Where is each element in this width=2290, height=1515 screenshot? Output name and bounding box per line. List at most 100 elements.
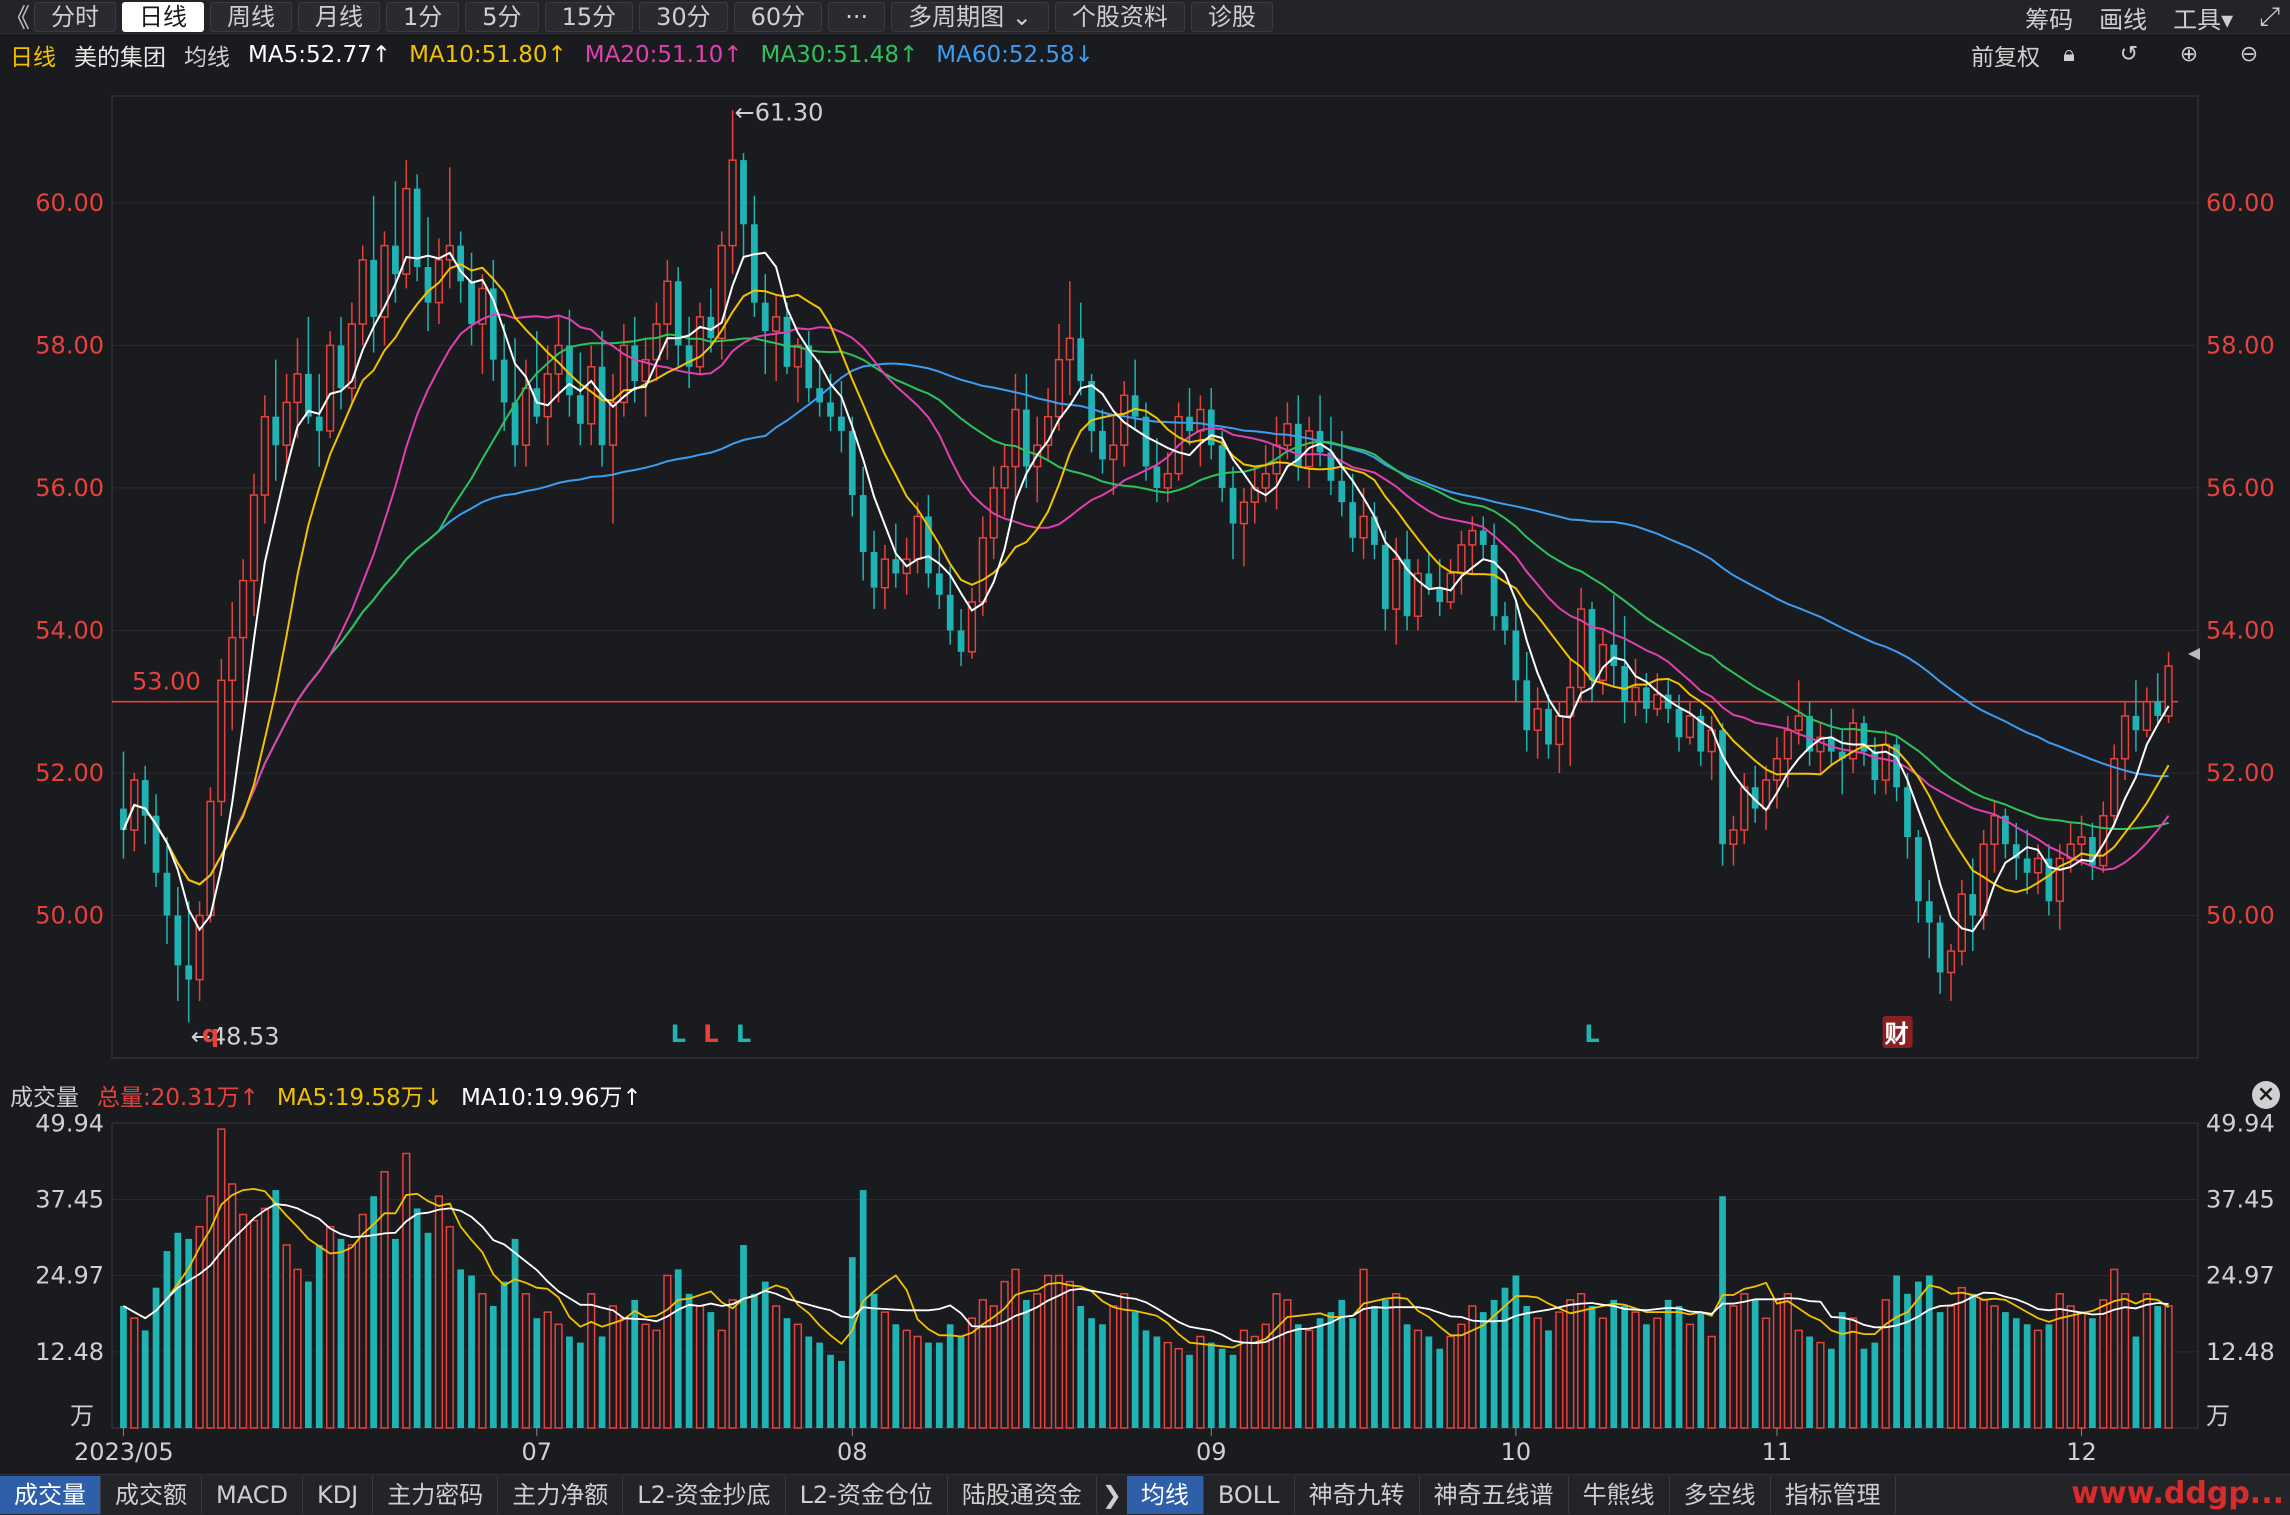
volume-bar-87 xyxy=(1065,1280,1074,1429)
overlay-tab-0[interactable]: 均线 xyxy=(1126,1476,1204,1514)
volume-bar-60 xyxy=(772,1305,781,1429)
close-indicator-icon[interactable]: × xyxy=(2252,1081,2280,1109)
volume-tick-right-1: 37.45 xyxy=(2206,1186,2275,1214)
volume-bar-34 xyxy=(489,1306,497,1428)
volume-bar-100 xyxy=(1207,1342,1215,1428)
overlay-tab-2[interactable]: 神奇九转 xyxy=(1295,1476,1420,1514)
volume-bar-157 xyxy=(1827,1348,1835,1428)
chip-distribution-button[interactable]: 筹码 xyxy=(2025,5,2074,34)
overlay-tab-5[interactable]: 多空线 xyxy=(1670,1476,1771,1514)
candle-body-157 xyxy=(1827,737,1835,752)
draw-line-button[interactable]: 画线 xyxy=(2099,5,2148,34)
adjust-button[interactable]: 前复权 xyxy=(1971,45,2040,71)
candle-body-17 xyxy=(304,373,312,417)
period-button-group: 分时 日线 周线 月线 1分 5分 15分 30分 60分 ··· 多周期图 ⌄ 个股资料 诊股 xyxy=(34,1,1279,32)
candle-body-116 xyxy=(1381,544,1389,610)
candle-body-24 xyxy=(380,244,389,318)
volume-bar-84 xyxy=(1033,1293,1042,1429)
zoom-in-icon[interactable]: ⊕ xyxy=(2179,42,2199,67)
candle-body-50 xyxy=(663,280,672,325)
volume-bar-80 xyxy=(989,1305,998,1429)
indicator-tab-2[interactable]: MACD xyxy=(202,1476,303,1514)
kline-chart[interactable]: 60.00 60.00 58.00 58.00 56.00 56.00 54.00 54.00… xyxy=(0,74,2290,1474)
period-button-2[interactable]: 周线 xyxy=(210,1,292,32)
lock-icon[interactable]: 🔒︎ xyxy=(2063,42,2075,67)
period-button-5[interactable]: 5分 xyxy=(465,1,539,32)
candle-body-114 xyxy=(1359,515,1368,539)
volume-bar-186 xyxy=(2142,1293,2151,1429)
indicator-tab-7[interactable]: L2-资金仓位 xyxy=(786,1476,948,1514)
period-button-0[interactable]: 分时 xyxy=(34,1,116,32)
period-button-4[interactable]: 1分 xyxy=(386,1,460,32)
candle-body-120 xyxy=(1425,573,1433,588)
tools-menu-button[interactable]: 工具▾ xyxy=(2173,5,2234,34)
candle-body-44 xyxy=(598,366,606,446)
signal-marker-1: L xyxy=(671,1020,686,1048)
volume-bar-83 xyxy=(1022,1299,1030,1428)
candle-body-33 xyxy=(478,287,487,325)
overlay-tab-4[interactable]: 牛熊线 xyxy=(1569,1476,1670,1514)
period-button-1[interactable]: 日线 xyxy=(122,1,204,32)
volume-bar-172 xyxy=(1990,1305,1999,1429)
period-button-10[interactable]: 多周期图 ⌄ xyxy=(891,1,1049,32)
candle-body-65 xyxy=(827,402,834,417)
ma-label[interactable]: 均线 xyxy=(184,45,230,71)
volume-bar-116 xyxy=(1381,1299,1389,1428)
volume-bar-139 xyxy=(1631,1311,1640,1429)
volume-bar-40 xyxy=(554,1323,563,1429)
candle-body-36 xyxy=(511,402,519,446)
candle-body-22 xyxy=(358,259,367,325)
volume-bar-16 xyxy=(293,1268,302,1429)
undo-icon[interactable]: ↺ xyxy=(2119,42,2139,67)
period-button-7[interactable]: 30分 xyxy=(639,1,728,32)
period-button-12[interactable]: 诊股 xyxy=(1190,1,1273,32)
volume-bar-69 xyxy=(870,1293,878,1428)
volume-bar-185 xyxy=(2132,1336,2140,1428)
zoom-out-icon[interactable]: ⊖ xyxy=(2239,42,2259,67)
volume-bar-143 xyxy=(1675,1306,1683,1428)
volume-bar-130 xyxy=(1533,1317,1542,1429)
indicator-tab-0[interactable]: 成交量 xyxy=(0,1476,101,1514)
volume-label[interactable]: 成交量 xyxy=(10,1085,79,1111)
period-button-8[interactable]: 60分 xyxy=(733,1,823,32)
overlay-tab-1[interactable]: BOLL xyxy=(1204,1476,1295,1514)
volume-bar-101 xyxy=(1218,1348,1226,1428)
volume-bar-73 xyxy=(913,1335,922,1429)
volume-ma10: MA10:19.96万↑ xyxy=(460,1085,642,1111)
indicator-tab-8[interactable]: 陆股通资金 xyxy=(948,1476,1097,1514)
volume-bar-45 xyxy=(608,1305,618,1429)
candle-body-115 xyxy=(1371,516,1378,545)
overlay-tab-3[interactable]: 神奇五线谱 xyxy=(1420,1476,1569,1514)
period-button-6[interactable]: 15分 xyxy=(544,1,634,32)
volume-bar-176 xyxy=(2033,1329,2043,1429)
volume-bar-22 xyxy=(358,1213,367,1429)
indicator-tab-1[interactable]: 成交额 xyxy=(101,1476,202,1514)
candle-body-61 xyxy=(783,316,791,367)
volume-bar-132 xyxy=(1555,1311,1564,1429)
volume-bar-156 xyxy=(1816,1341,1825,1429)
candle-body-143 xyxy=(1675,708,1683,738)
indicator-tab-6[interactable]: L2-资金抄底 xyxy=(623,1476,786,1514)
volume-tick-left-2: 24.97 xyxy=(35,1262,104,1290)
period-button-9[interactable]: ··· xyxy=(828,1,886,32)
next-tabs-icon[interactable]: ❯ xyxy=(1101,1481,1122,1509)
indicator-tab-5[interactable]: 主力净额 xyxy=(498,1476,624,1514)
reference-line-label: 53.00 xyxy=(132,668,201,696)
candle-body-41 xyxy=(566,345,573,396)
volume-bar-75 xyxy=(935,1342,943,1428)
volume-bar-169 xyxy=(1957,1286,1966,1429)
indicator-tab-3[interactable]: KDJ xyxy=(303,1476,374,1514)
collapse-back-icon[interactable]: 《 xyxy=(3,4,30,34)
candle-body-8 xyxy=(206,800,215,917)
indicator-tab-4[interactable]: 主力密码 xyxy=(373,1476,499,1514)
volume-bar-17 xyxy=(304,1281,312,1428)
period-button-3[interactable]: 月线 xyxy=(298,1,380,32)
overlay-tab-6[interactable]: 指标管理 xyxy=(1771,1476,1896,1514)
period-button-11[interactable]: 个股资料 xyxy=(1054,1,1185,32)
candle-body-27 xyxy=(413,188,421,268)
fullscreen-icon[interactable]: ⤢ xyxy=(2259,1,2280,32)
candle-body-93 xyxy=(1131,395,1139,417)
volume-bar-146 xyxy=(1707,1335,1716,1429)
volume-bar-142 xyxy=(1664,1299,1672,1428)
volume-bar-91 xyxy=(1109,1305,1118,1429)
